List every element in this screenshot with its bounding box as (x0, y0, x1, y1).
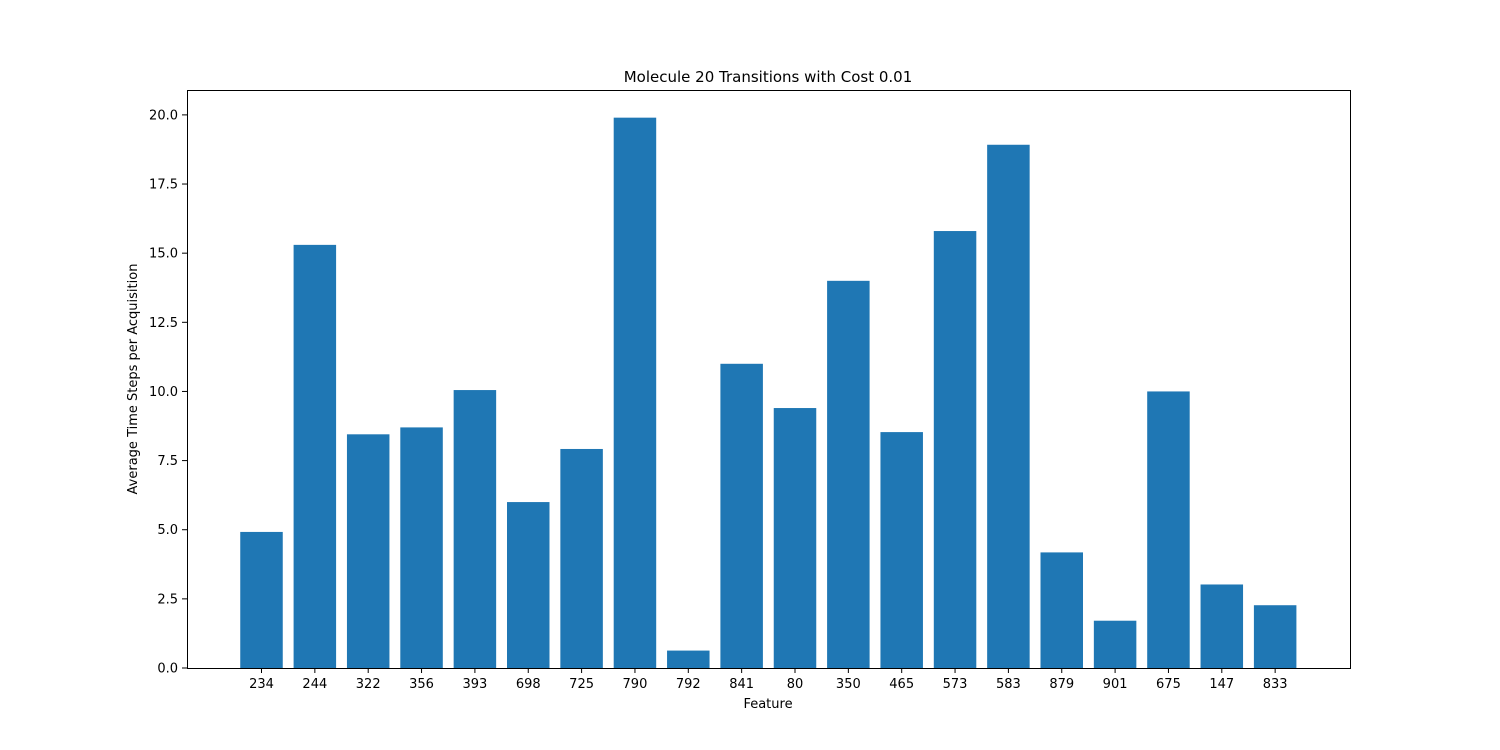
plot-frame (187, 90, 1351, 669)
bar-583 (987, 144, 1030, 668)
y-tick-label: 10.0 (149, 385, 178, 400)
x-tick-label: 356 (409, 677, 434, 692)
bar-573 (933, 231, 977, 669)
y-tick-label: 20.0 (149, 108, 178, 123)
bar-356 (400, 427, 443, 668)
bar-725 (560, 448, 603, 668)
x-tick-label: 573 (943, 677, 968, 692)
bar-675 (1147, 391, 1190, 668)
y-tick-label: 7.5 (157, 454, 178, 469)
x-tick-label: 879 (1049, 677, 1074, 692)
x-tick-label: 841 (729, 677, 754, 692)
y-tick-label: 15.0 (149, 247, 178, 262)
x-tick-label: 675 (1156, 677, 1181, 692)
x-tick-label: 583 (996, 677, 1021, 692)
x-tick-label: 322 (356, 677, 381, 692)
x-tick-label: 792 (676, 677, 701, 692)
bar-841 (720, 363, 763, 668)
bar-244 (293, 244, 337, 668)
bars-group (240, 117, 1297, 669)
x-tick-label: 465 (889, 677, 914, 692)
x-tick-label: 901 (1103, 677, 1128, 692)
x-tick-label: 698 (516, 677, 541, 692)
bar-698 (507, 502, 550, 668)
y-tick-label: 12.5 (149, 316, 178, 331)
x-tick-label: 80 (787, 677, 804, 692)
bar-80 (773, 408, 817, 668)
bar-350 (827, 280, 870, 668)
chart-title: Molecule 20 Transitions with Cost 0.01 (624, 68, 913, 86)
bar-833 (1253, 605, 1297, 668)
bar-322 (346, 434, 390, 668)
bar-792 (667, 650, 710, 668)
y-tick-label: 5.0 (157, 523, 178, 538)
x-tick-label: 393 (462, 677, 487, 692)
bar-393 (453, 390, 497, 668)
x-tick-label: 350 (836, 677, 861, 692)
bar-465 (880, 432, 923, 668)
bar-879 (1040, 552, 1083, 668)
bar-147 (1200, 584, 1244, 668)
x-tick-label: 147 (1209, 677, 1234, 692)
x-tick-label: 234 (249, 677, 274, 692)
y-tick-label: 2.5 (157, 592, 178, 607)
bar-790 (613, 117, 657, 668)
x-tick-label: 725 (569, 677, 594, 692)
x-tick-label: 833 (1263, 677, 1288, 692)
x-tick-label: 790 (623, 677, 648, 692)
y-axis-label: Average Time Steps per Acquisition (126, 264, 141, 495)
x-axis-ticks: 234 244 322 356 393 698 725 790 792 841 80 350 465 57… (249, 668, 1288, 692)
x-tick-label: 244 (302, 677, 327, 692)
bar-901 (1093, 620, 1137, 668)
y-axis-ticks: 0.0 2.5 5.0 7.5 10.0 12.5 15.0 17.5 20.0 (149, 108, 187, 677)
bar-234 (240, 531, 283, 668)
y-tick-label: 17.5 (149, 178, 178, 193)
x-axis-label: Feature (743, 697, 792, 712)
y-tick-label: 0.0 (157, 662, 178, 677)
